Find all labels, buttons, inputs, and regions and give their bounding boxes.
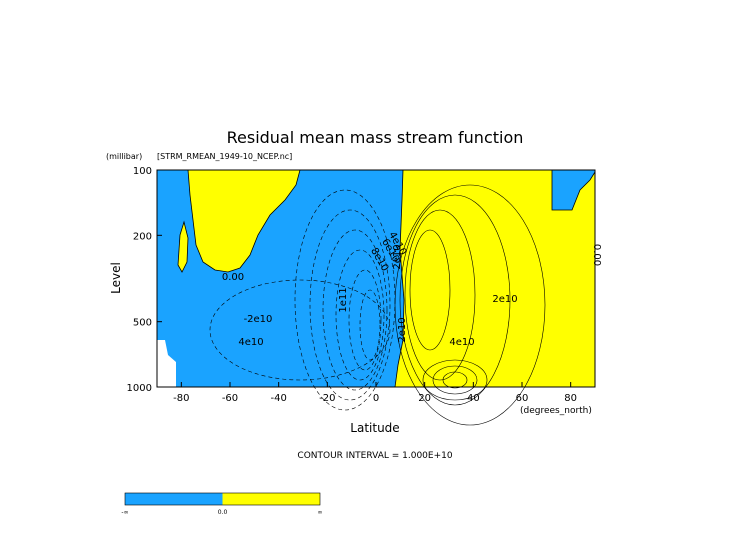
contour-label: 2e10	[492, 294, 517, 305]
undefined-region	[157, 340, 176, 387]
negative-contour	[309, 209, 391, 401]
x-tick-label: 40	[467, 393, 480, 404]
x-tick-label: -80	[173, 393, 189, 404]
x-axis-label: Latitude	[350, 421, 399, 435]
y-tick-label: 500	[133, 318, 152, 329]
y-tick-label: 200	[133, 231, 152, 242]
positive-contour	[394, 184, 546, 426]
negative-contour	[322, 229, 388, 391]
negative-contour	[209, 279, 391, 381]
positive-contour	[422, 359, 488, 401]
positive-region	[187, 169, 301, 273]
x-tick-label: -60	[222, 393, 238, 404]
contour-label: 0.00	[222, 272, 244, 283]
colorbar-frame	[124, 492, 321, 506]
x-tick-label: 60	[516, 393, 529, 404]
colorbar-label: ∞	[318, 509, 323, 516]
positive-region	[177, 220, 189, 273]
positive-contour	[399, 194, 511, 406]
contour-lines	[209, 184, 546, 426]
subtitle: [STRM_RMEAN_1949-10_NCEP.nc]	[157, 152, 292, 161]
plot-area: 0.00-2e104e101e118e106e104e102e102e102e1…	[156, 169, 602, 426]
negative-contour	[348, 269, 382, 371]
x-unit: (degrees_north)	[520, 406, 592, 416]
chart-title: Residual mean mass stream function	[227, 128, 524, 147]
x-tick-label: 20	[418, 393, 431, 404]
negative-contour	[359, 289, 381, 361]
contour-label: 4e10	[238, 337, 263, 348]
positive-contour	[432, 365, 478, 395]
contour-label: 0.00	[591, 244, 602, 266]
positive-contour	[409, 229, 451, 351]
colorbar-negative	[125, 493, 223, 505]
contour-label: 1e11	[338, 287, 349, 312]
x-tick-label: -40	[270, 393, 286, 404]
y-tick-label: 100	[133, 166, 152, 177]
contour-label: 4e10	[449, 337, 474, 348]
negative-contour	[335, 249, 385, 381]
x-tick-label: -20	[319, 393, 335, 404]
colorbar-positive	[222, 493, 320, 505]
y-axis-label: Level	[109, 262, 123, 294]
positive-contour	[442, 371, 468, 389]
x-tick-label: 80	[564, 393, 577, 404]
x-tick-label: 0	[373, 393, 379, 404]
y-tick-label: 1000	[127, 383, 152, 394]
footnote: CONTOUR INTERVAL = 1.000E+10	[297, 451, 452, 461]
y-unit: (millibar)	[106, 152, 142, 161]
colorbar-label: -∞	[121, 509, 128, 516]
colorbar-label: 0.0	[218, 509, 228, 516]
contour-label: 2e10	[397, 317, 408, 342]
contour-label: 2e10	[392, 244, 403, 269]
positive-contour	[404, 209, 476, 381]
contour-label: -2e10	[244, 314, 273, 325]
